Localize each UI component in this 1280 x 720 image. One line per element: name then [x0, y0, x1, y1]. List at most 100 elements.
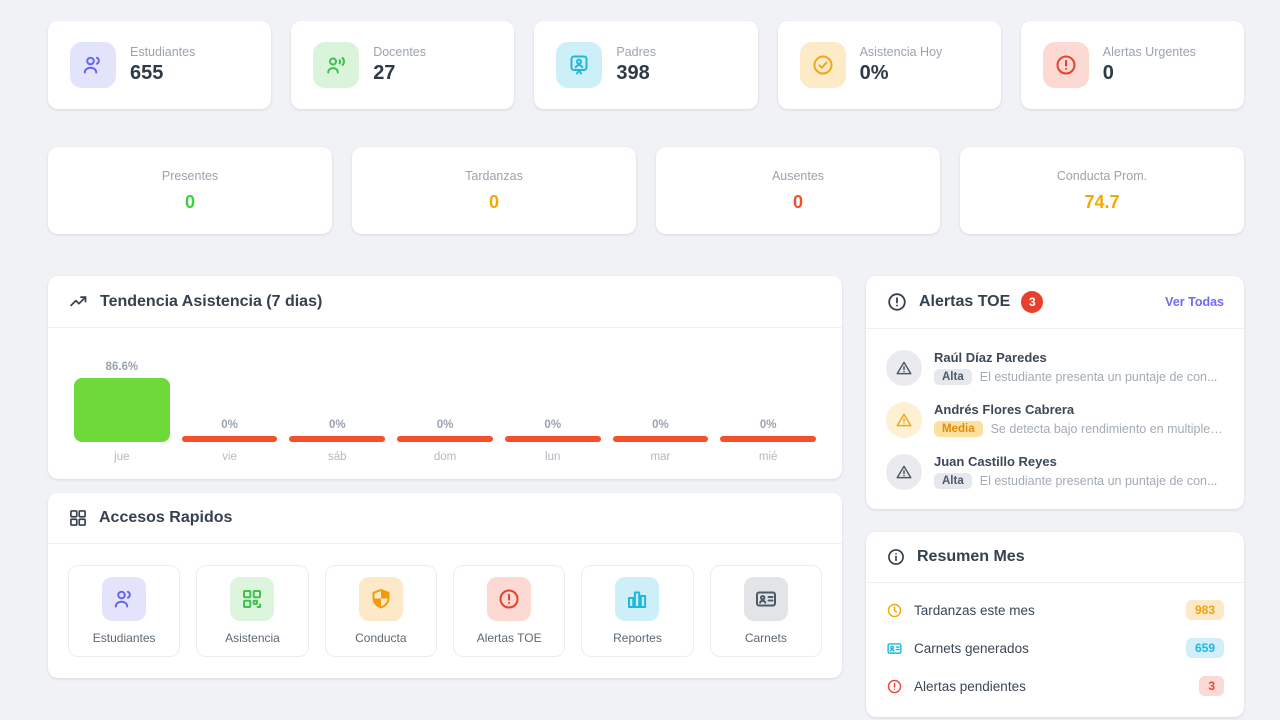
alert-student-name: Raúl Díaz Paredes [934, 350, 1047, 365]
bar-day-label: mar [650, 451, 671, 463]
stat-card-conducta-prom: Conducta Prom. 74.7 [960, 147, 1244, 234]
tile-label: Reportes [613, 631, 662, 645]
summary-row-tardanzas: Tardanzas este mes 983 [886, 591, 1224, 629]
chart-column: 0% dom [391, 344, 499, 463]
stat-label: Padres [616, 45, 656, 59]
bar-day-label: mié [758, 451, 778, 463]
chart-column: 0% lun [499, 344, 607, 463]
stat-label: Conducta Prom. [1056, 168, 1148, 183]
trending-up-icon [68, 291, 89, 312]
stat-card-ausentes: Ausentes 0 [656, 147, 940, 234]
card-title: Resumen Mes [917, 548, 1025, 565]
grid-icon [68, 508, 88, 528]
id-card-icon [743, 577, 788, 621]
summary-row-alertas: Alertas pendientes 3 [886, 667, 1224, 705]
stat-label: Alertas Urgentes [1102, 45, 1196, 59]
stat-value: 0 [792, 191, 803, 212]
month-summary-card: Resumen Mes Tardanzas este mes 983 Carne… [866, 532, 1244, 717]
bar-day-label: vie [222, 451, 237, 463]
chart-column: 0% mié [714, 344, 822, 463]
top-stats-row: Estudiantes 655 Docentes 27 Padres 398 Asis… [48, 21, 1244, 109]
alert-item[interactable]: Andrés Flores Cabrera Media Se detecta b… [886, 394, 1224, 446]
stat-value: 0 [1102, 62, 1114, 84]
stat-card-docentes: Docentes 27 [291, 21, 515, 109]
main-right-column: Alertas TOE 3 Ver Todas Raúl Díaz Parede… [866, 276, 1244, 717]
chart-column: 0% sáb [283, 344, 391, 463]
stat-card-padres: Padres 398 [534, 21, 758, 109]
tile-label: Estudiantes [92, 631, 156, 645]
mid-stats-row: Presentes 0 Tardanzas 0 Ausentes 0 Condu… [48, 147, 1244, 234]
stat-value: 74.7 [1084, 191, 1120, 212]
card-title: Accesos Rapidos [99, 509, 233, 526]
severity-badge: Alta [934, 369, 972, 385]
stat-label: Tardanzas [465, 168, 523, 183]
attendance-trend-card: Tendencia Asistencia (7 dias) 86.6% jue 0%… [48, 276, 842, 479]
bar-value-label: 0% [759, 419, 777, 431]
bar-value-label: 0% [328, 419, 346, 431]
stat-value: 655 [130, 62, 164, 84]
bar-value-label: 0% [221, 419, 238, 431]
summary-value-badge: 3 [1199, 676, 1224, 696]
tile-label: Conducta [355, 631, 407, 645]
quick-access-carnets[interactable]: Carnets [709, 565, 822, 657]
warning-triangle-icon [886, 454, 922, 490]
stat-label: Docentes [373, 45, 426, 59]
clock-icon [886, 602, 903, 619]
bar-day-label: sáb [328, 451, 347, 463]
stat-value: 0 [184, 191, 195, 212]
ver-todas-link[interactable]: Ver Todas [1165, 295, 1224, 309]
users-icon [102, 577, 147, 621]
bar-value-label: 0% [436, 419, 454, 431]
tile-label: Asistencia [225, 631, 280, 645]
alert-description: Se detecta bajo rendimiento en multiples… [990, 422, 1224, 436]
info-circle-icon [886, 547, 906, 567]
chart-column: 0% mar [607, 344, 715, 463]
bar-day-label: dom [433, 451, 457, 463]
alert-description: El estudiante presenta un puntaje de con… [979, 370, 1218, 384]
attendance-chart: 86.6% jue 0% vie 0% sáb 0% dom 0% lun 0% mar 0% mié [48, 328, 842, 479]
bar-value-label: 0% [652, 419, 669, 431]
alert-student-name: Andrés Flores Cabrera [934, 402, 1075, 417]
stat-card-tardanzas: Tardanzas 0 [352, 147, 636, 234]
bar-day-label: lun [545, 451, 561, 463]
alert-circle-icon [886, 291, 908, 313]
bar-day-label: jue [114, 451, 130, 463]
stat-label: Estudiantes [130, 45, 196, 59]
chart-bar [720, 436, 817, 442]
shield-icon [358, 577, 403, 621]
main-left-column: Tendencia Asistencia (7 dias) 86.6% jue 0%… [48, 276, 842, 678]
quick-access-alertas-toe[interactable]: Alertas TOE [453, 565, 566, 657]
summary-row-carnets: Carnets generados 659 [886, 629, 1224, 667]
severity-badge: Media [934, 421, 983, 437]
chart-bar [74, 378, 170, 442]
quick-access-asistencia[interactable]: Asistencia [196, 565, 309, 657]
quick-access-reportes[interactable]: Reportes [581, 565, 694, 657]
id-card-icon [886, 640, 903, 657]
alert-item[interactable]: Juan Castillo Reyes Alta El estudiante p… [886, 446, 1224, 498]
chart-column: 86.6% jue [68, 344, 176, 463]
stat-card-asistencia-hoy: Asistencia Hoy 0% [777, 21, 1001, 109]
alert-count-badge: 3 [1021, 291, 1044, 313]
stat-label: Presentes [161, 168, 219, 183]
summary-value-badge: 983 [1185, 600, 1224, 620]
summary-label: Tardanzas este mes [914, 602, 1035, 618]
stat-label: Asistencia Hoy [859, 45, 943, 59]
stat-card-estudiantes: Estudiantes 655 [48, 21, 272, 109]
alert-circle-icon [886, 678, 903, 695]
alert-item[interactable]: Raúl Díaz Paredes Alta El estudiante pre… [886, 342, 1224, 394]
bar-value-label: 86.6% [105, 361, 139, 373]
alerts-toe-card: Alertas TOE 3 Ver Todas Raúl Díaz Parede… [866, 276, 1244, 509]
card-title: Alertas TOE [919, 293, 1011, 310]
chart-column: 0% vie [176, 344, 284, 463]
bar-chart-icon [615, 577, 660, 621]
summary-label: Alertas pendientes [914, 678, 1026, 694]
quick-access-estudiantes[interactable]: Estudiantes [68, 565, 181, 657]
check-circle-icon [799, 42, 846, 88]
quick-access-conducta[interactable]: Conducta [324, 565, 437, 657]
chart-bar [504, 436, 601, 442]
stat-value: 27 [373, 62, 396, 84]
stat-value: 398 [616, 62, 650, 84]
users-icon [70, 42, 116, 88]
severity-badge: Alta [934, 473, 972, 489]
